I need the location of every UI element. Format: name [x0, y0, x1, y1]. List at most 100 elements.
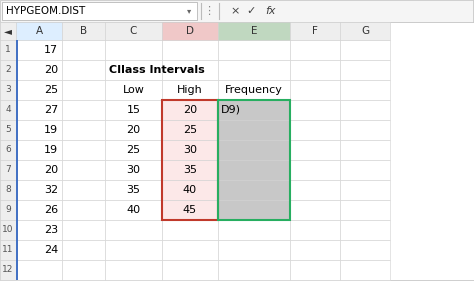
Text: 19: 19: [44, 125, 58, 135]
Text: 26: 26: [44, 205, 58, 215]
Bar: [290, 160, 340, 180]
Bar: [290, 220, 340, 240]
Bar: [16, 22, 62, 40]
Text: ✓: ✓: [246, 6, 255, 16]
Bar: [290, 120, 340, 140]
Bar: [340, 80, 390, 100]
Text: 8: 8: [5, 185, 11, 195]
Bar: [340, 60, 390, 80]
Bar: [162, 140, 218, 160]
Bar: [0, 160, 16, 180]
Bar: [0, 22, 16, 40]
Text: D: D: [186, 26, 194, 36]
Bar: [16, 140, 62, 160]
Bar: [62, 240, 105, 260]
Bar: [16, 240, 18, 260]
Bar: [16, 100, 18, 120]
Bar: [16, 160, 62, 180]
Text: 30: 30: [127, 165, 140, 175]
Bar: [62, 160, 105, 180]
Bar: [218, 22, 290, 40]
Text: A: A: [36, 26, 43, 36]
Bar: [16, 140, 18, 160]
Bar: [0, 180, 16, 200]
Bar: [162, 120, 218, 140]
Text: 45: 45: [183, 205, 197, 215]
Text: 12: 12: [2, 266, 14, 274]
Bar: [0, 22, 474, 280]
Bar: [218, 200, 290, 220]
Text: ×: ×: [230, 6, 240, 16]
Text: Low: Low: [123, 85, 145, 95]
Bar: [290, 60, 340, 80]
Bar: [218, 80, 290, 100]
Bar: [162, 100, 218, 120]
Bar: [105, 120, 162, 140]
Text: CIlass Intervals: CIlass Intervals: [109, 65, 205, 75]
Bar: [62, 40, 105, 60]
Bar: [162, 240, 218, 260]
Bar: [16, 80, 62, 100]
Text: E: E: [251, 26, 257, 36]
Text: 24: 24: [44, 245, 58, 255]
Bar: [105, 60, 162, 80]
Bar: [62, 22, 105, 40]
Bar: [162, 100, 218, 220]
Bar: [105, 160, 162, 180]
Bar: [162, 22, 218, 40]
Bar: [105, 200, 162, 220]
Bar: [290, 260, 340, 280]
Bar: [62, 60, 105, 80]
Bar: [218, 60, 290, 80]
Bar: [218, 160, 290, 180]
Bar: [0, 260, 16, 280]
Bar: [218, 240, 290, 260]
Bar: [340, 120, 390, 140]
Bar: [340, 160, 390, 180]
Bar: [218, 120, 290, 140]
Bar: [105, 100, 162, 120]
Text: C: C: [130, 26, 137, 36]
Bar: [16, 100, 62, 120]
Bar: [0, 80, 16, 100]
Bar: [290, 240, 340, 260]
Bar: [340, 40, 390, 60]
Bar: [340, 240, 390, 260]
Bar: [340, 100, 390, 120]
Bar: [218, 100, 290, 220]
Text: D9): D9): [221, 105, 241, 115]
Bar: [218, 140, 290, 160]
Text: High: High: [177, 85, 203, 95]
Bar: [16, 180, 62, 200]
Text: 11: 11: [2, 245, 14, 254]
Text: F: F: [312, 26, 318, 36]
Bar: [0, 240, 16, 260]
Text: 25: 25: [44, 85, 58, 95]
Bar: [340, 260, 390, 280]
Bar: [105, 80, 162, 100]
Text: 17: 17: [44, 45, 58, 55]
Text: 9: 9: [5, 205, 11, 214]
Bar: [2, 2, 197, 20]
Text: Frequency: Frequency: [225, 85, 283, 95]
Bar: [62, 200, 105, 220]
Bar: [218, 220, 290, 240]
Bar: [62, 260, 105, 280]
Bar: [105, 22, 162, 40]
Bar: [0, 220, 16, 240]
Bar: [105, 140, 162, 160]
Bar: [0, 100, 16, 120]
Bar: [340, 22, 390, 40]
Text: 32: 32: [44, 185, 58, 195]
Bar: [0, 0, 474, 22]
Bar: [62, 80, 105, 100]
Text: HYPGEOM.DIST: HYPGEOM.DIST: [6, 6, 85, 16]
Bar: [16, 220, 18, 240]
Bar: [162, 180, 218, 200]
Bar: [105, 40, 162, 60]
Text: 10: 10: [2, 225, 14, 234]
Bar: [162, 80, 218, 100]
Bar: [16, 180, 18, 200]
Bar: [0, 200, 16, 220]
Bar: [62, 100, 105, 120]
